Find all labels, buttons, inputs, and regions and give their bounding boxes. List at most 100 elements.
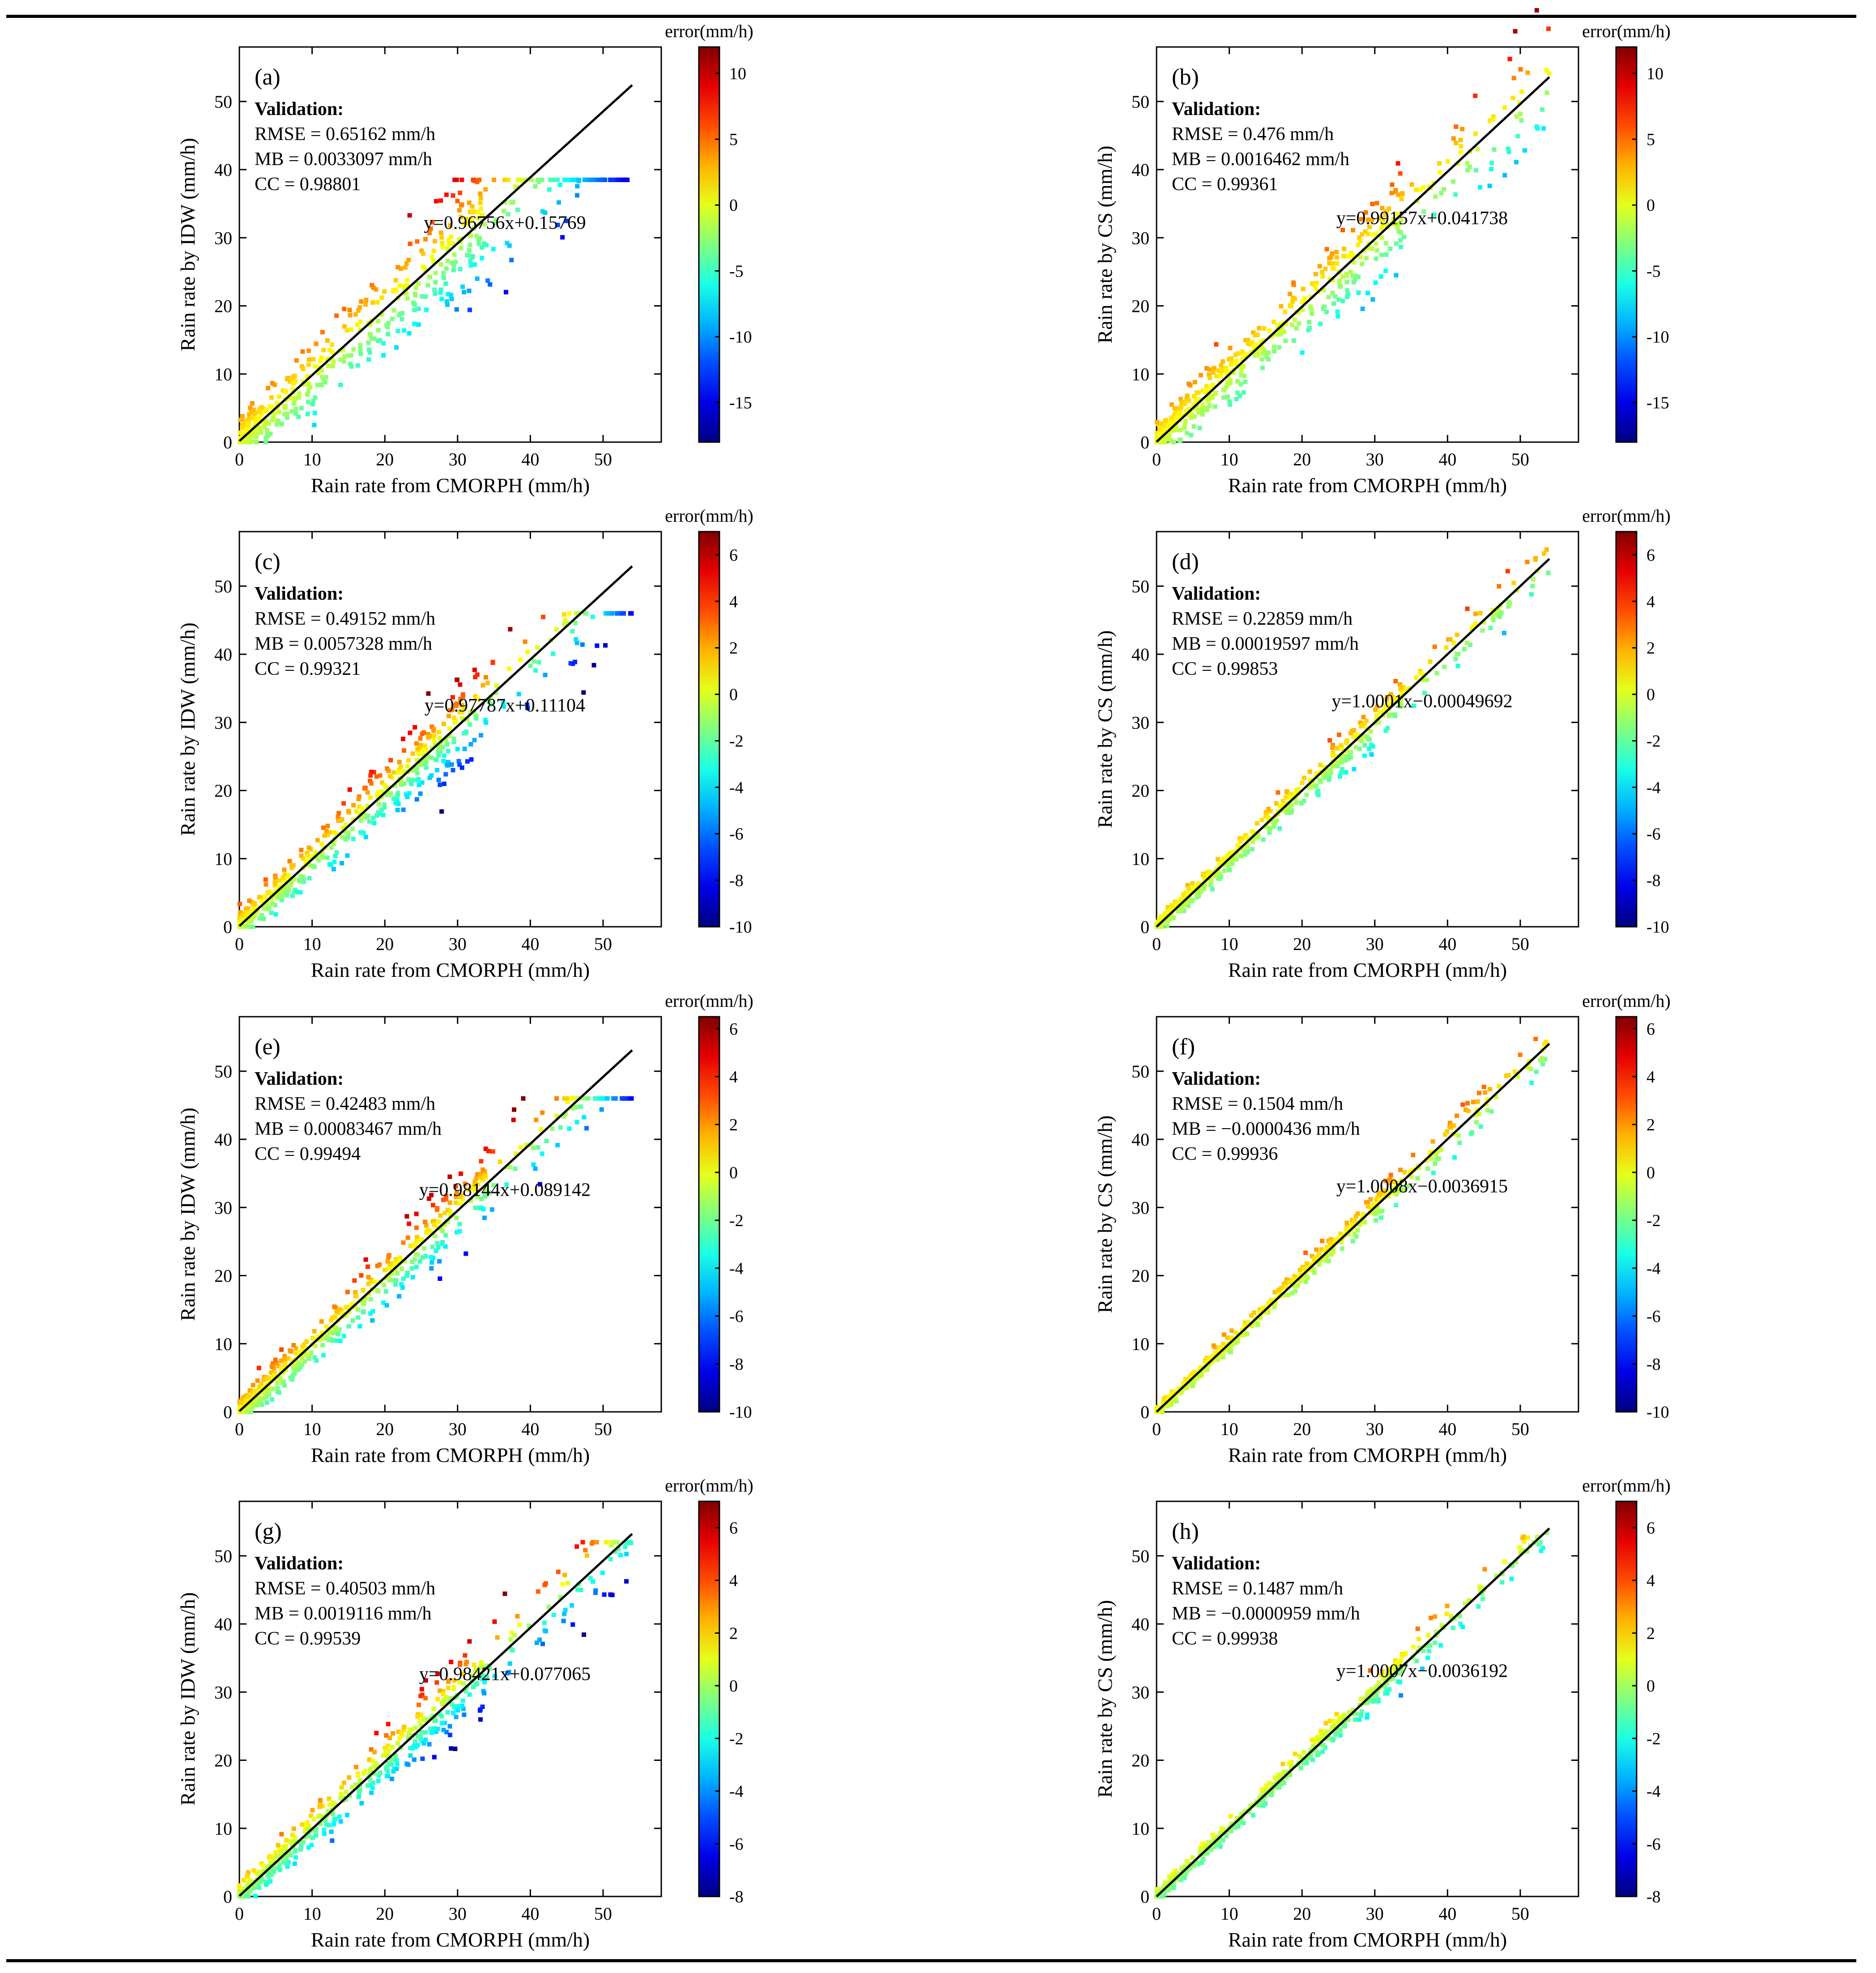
scatter-point — [421, 1246, 426, 1251]
scatter-point — [423, 747, 428, 752]
scatter-point — [1417, 1636, 1421, 1641]
x-tick-label: 20 — [1293, 934, 1311, 954]
scatter-point — [360, 806, 365, 811]
scatter-point — [400, 317, 404, 322]
scatter-point — [423, 1730, 428, 1735]
scatter-point — [599, 177, 604, 182]
scatter-point — [383, 1746, 387, 1751]
scatter-point — [371, 816, 376, 821]
scatter-point — [1344, 770, 1349, 775]
scatter-point — [342, 324, 347, 329]
scatter-point — [323, 375, 328, 379]
scatter-point — [1327, 1244, 1332, 1249]
scatter-point — [468, 722, 472, 727]
scatter-point — [1391, 217, 1396, 222]
scatter-point — [399, 1282, 404, 1287]
scatter-point — [450, 1702, 455, 1707]
x-axis-label: Rain rate from CMORPH (mm/h) — [1228, 474, 1507, 497]
scatter-point — [1299, 1276, 1304, 1281]
scatter-point — [1389, 191, 1394, 196]
scatter-point — [1370, 1204, 1375, 1209]
scatter-point — [1425, 678, 1429, 682]
scatter-point — [441, 1197, 446, 1202]
scatter-point — [1200, 402, 1205, 407]
scatter-point — [1284, 1771, 1289, 1776]
scatter-point — [326, 1809, 331, 1814]
scatter-point — [1325, 774, 1330, 779]
scatter-point — [1473, 621, 1478, 626]
scatter-point — [1174, 1397, 1178, 1402]
scatter-point — [466, 1187, 471, 1192]
scatter-point — [370, 1309, 375, 1314]
scatter-point — [1297, 321, 1302, 326]
scatter-point — [398, 764, 403, 769]
colorbar-tick-label: 4 — [1646, 1068, 1655, 1087]
scatter-point — [402, 328, 407, 333]
scatter-point — [602, 1592, 607, 1597]
scatter-point — [1228, 345, 1233, 350]
scatter-point — [396, 328, 400, 333]
fit-equation: y=1.0008x−0.0036915 — [1336, 1176, 1508, 1197]
scatter-point — [1310, 783, 1314, 788]
scatter-point — [423, 237, 428, 242]
scatter-point — [483, 1173, 488, 1178]
fit-line — [1156, 76, 1550, 443]
scatter-point — [1268, 809, 1273, 814]
rmse-text: RMSE = 0.65162 mm/h — [255, 124, 435, 145]
scatter-point — [426, 1196, 431, 1201]
scatter-point — [1546, 571, 1551, 575]
scatter-point — [1243, 835, 1248, 840]
scatter-point — [1171, 1875, 1176, 1879]
scatter-point — [386, 793, 391, 797]
scatter-point — [282, 1354, 287, 1359]
scatter-point — [560, 235, 565, 240]
scatter-point — [552, 177, 557, 182]
scatter-point — [1544, 1040, 1548, 1044]
scatter-point — [272, 883, 277, 888]
scatter-point — [329, 342, 334, 347]
scatter-point — [312, 410, 317, 415]
scatter-point — [1300, 299, 1305, 304]
x-tick-label: 50 — [594, 449, 612, 469]
colorbar — [1615, 531, 1638, 928]
scatter-point — [391, 770, 396, 775]
scatter-point — [400, 737, 405, 741]
scatter-point — [515, 177, 520, 182]
scatter-point — [1373, 280, 1378, 285]
scatter-point — [333, 1817, 338, 1822]
scatter-point — [1361, 715, 1366, 720]
scatter-point — [440, 245, 445, 250]
scatter-point — [538, 1127, 543, 1132]
scatter-point — [445, 1207, 450, 1212]
colorbar-tick-label: -8 — [729, 1355, 744, 1374]
scatter-point — [287, 379, 292, 384]
scatter-point — [491, 1183, 496, 1188]
scatter-point — [1429, 1156, 1434, 1161]
scatter-point — [479, 1197, 484, 1202]
colorbar-tick-label: -10 — [729, 918, 752, 937]
scatter-point — [468, 243, 472, 247]
scatter-point — [430, 1244, 435, 1249]
x-tick-label: 20 — [1293, 1419, 1311, 1439]
scatter-point — [278, 1376, 283, 1381]
scatter-point — [486, 1149, 491, 1154]
scatter-point — [315, 855, 319, 860]
scatter-point — [1167, 435, 1172, 439]
scatter-point — [1319, 1743, 1323, 1747]
scatter-point — [1377, 216, 1382, 221]
scatter-point — [243, 907, 248, 912]
scatter-point — [391, 308, 396, 313]
scatter-point — [1384, 209, 1389, 214]
scatter-point — [1506, 149, 1511, 154]
scatter-point — [421, 264, 425, 269]
scatter-point — [1280, 808, 1285, 813]
scatter-point — [1409, 182, 1414, 187]
scatter-point — [1345, 1224, 1350, 1229]
scatter-point — [327, 1330, 332, 1335]
scatter-point — [1311, 1267, 1316, 1272]
scatter-point — [451, 193, 455, 198]
scatter-point — [284, 1368, 289, 1372]
x-tick-label: 10 — [303, 449, 321, 469]
scatter-point — [483, 1146, 488, 1151]
